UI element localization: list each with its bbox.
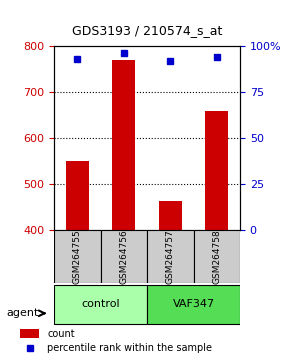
FancyBboxPatch shape bbox=[147, 230, 194, 283]
FancyBboxPatch shape bbox=[147, 285, 240, 324]
FancyBboxPatch shape bbox=[194, 230, 240, 283]
Bar bbox=[205, 112, 228, 230]
FancyBboxPatch shape bbox=[54, 285, 147, 324]
Bar bbox=[20, 329, 39, 338]
Text: VAF347: VAF347 bbox=[172, 299, 214, 309]
Text: GSM264758: GSM264758 bbox=[212, 229, 221, 284]
Text: GSM264757: GSM264757 bbox=[166, 229, 175, 284]
FancyBboxPatch shape bbox=[100, 230, 147, 283]
Text: GSM264755: GSM264755 bbox=[73, 229, 82, 284]
Text: percentile rank within the sample: percentile rank within the sample bbox=[47, 343, 212, 353]
Text: control: control bbox=[81, 299, 120, 309]
Text: agent: agent bbox=[6, 308, 38, 318]
Bar bbox=[112, 60, 135, 230]
Text: GSM264756: GSM264756 bbox=[119, 229, 128, 284]
Text: GDS3193 / 210574_s_at: GDS3193 / 210574_s_at bbox=[72, 24, 222, 37]
Bar bbox=[66, 161, 89, 230]
FancyBboxPatch shape bbox=[54, 230, 100, 283]
Bar bbox=[159, 201, 182, 230]
Text: count: count bbox=[47, 329, 75, 339]
